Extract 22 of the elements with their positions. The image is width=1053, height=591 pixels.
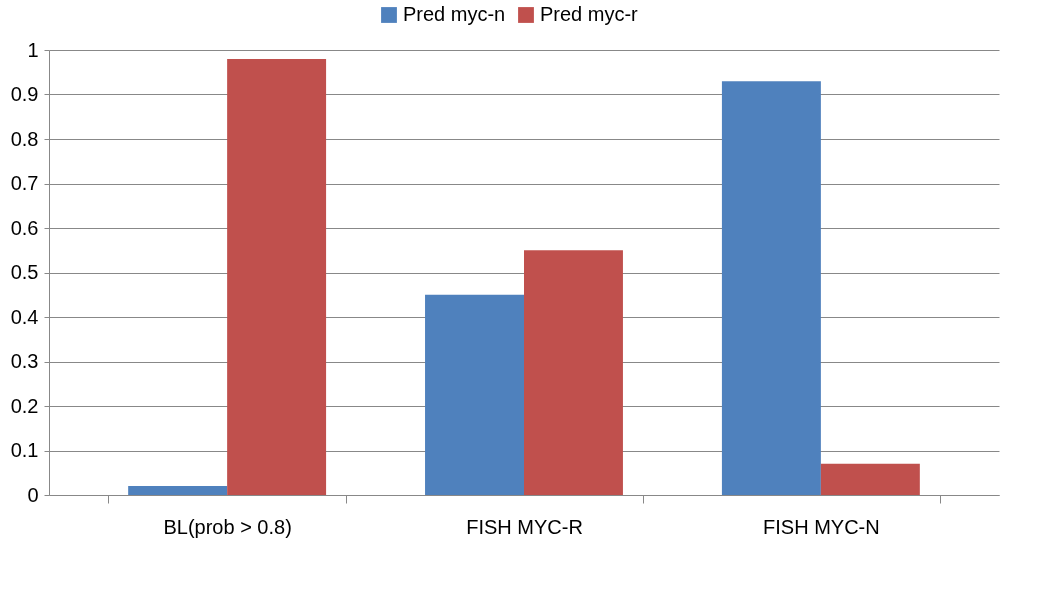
y-tick-label: 0.9 bbox=[10, 83, 39, 105]
bar bbox=[524, 250, 623, 495]
y-tick-label: 0.3 bbox=[10, 350, 39, 372]
y-tick-label: 0.5 bbox=[10, 261, 39, 283]
bar bbox=[128, 486, 228, 495]
y-tick-label: 1 bbox=[27, 38, 39, 61]
y-tick-label: 0.8 bbox=[10, 127, 39, 150]
y-tick-label: 0.4 bbox=[10, 305, 39, 328]
y-tick-label: 0.1 bbox=[10, 439, 39, 461]
bar bbox=[721, 81, 821, 495]
y-tick-label: 0 bbox=[27, 483, 39, 506]
bar bbox=[425, 294, 524, 495]
x-tick-label: FISH MYC-N bbox=[763, 515, 880, 538]
y-tick-label: 0.6 bbox=[10, 216, 39, 239]
x-tick-label: BL(prob > 0.8) bbox=[163, 515, 292, 538]
y-tick-label: 0.7 bbox=[10, 172, 39, 194]
bar bbox=[820, 463, 920, 495]
y-tick-label: 0.2 bbox=[10, 394, 39, 417]
legend-label: Pred myc-n bbox=[403, 3, 506, 25]
legend-label: Pred myc-r bbox=[540, 3, 639, 25]
bar bbox=[227, 58, 327, 495]
x-tick-label: FISH MYC-R bbox=[466, 515, 583, 538]
